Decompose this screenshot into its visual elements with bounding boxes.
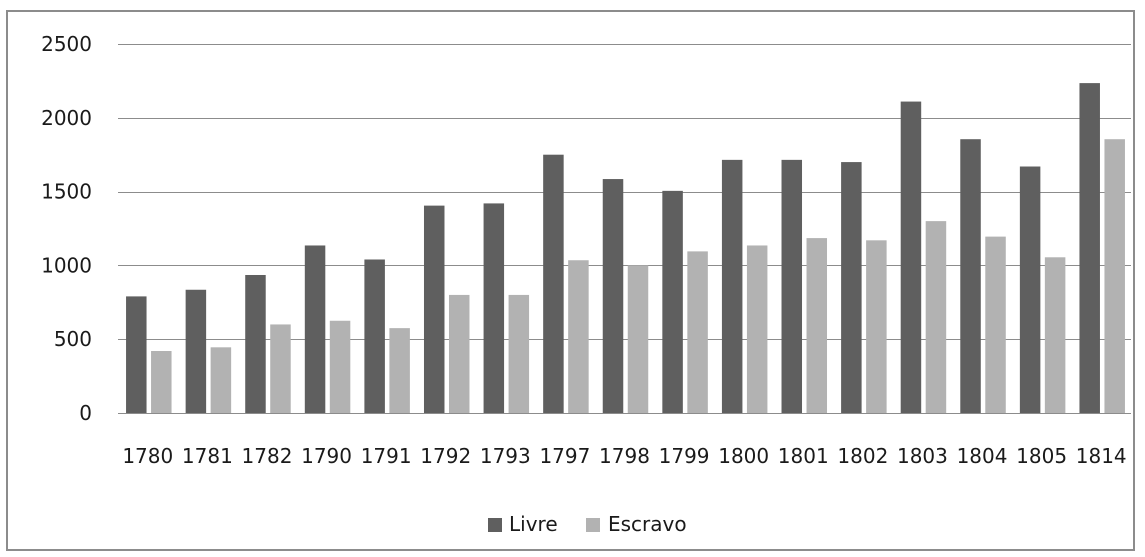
x-tick-label: 1804 — [957, 444, 1008, 468]
bar-escravo-1792 — [448, 294, 470, 413]
x-tick-label: 1805 — [1016, 444, 1067, 468]
bar-escravo-1797 — [568, 260, 589, 413]
x-tick-label: 1793 — [480, 444, 531, 468]
y-tick-label: 1000 — [41, 253, 92, 277]
bar-livre-1790 — [304, 245, 326, 413]
bar-livre-1805 — [1019, 166, 1041, 413]
bar-escravo-1799 — [687, 251, 708, 413]
bar-livre-1797 — [543, 154, 564, 413]
x-tick-label: 1781 — [182, 444, 233, 468]
bar-livre-1802 — [841, 162, 862, 413]
bar-escravo-1781 — [210, 347, 232, 413]
bar-livre-1814 — [1079, 83, 1100, 413]
x-tick-label: 1801 — [778, 444, 829, 468]
y-tick-label: 2500 — [41, 32, 92, 56]
bar-livre-1803 — [900, 101, 922, 414]
bar-livre-1800 — [721, 159, 743, 413]
bar-escravo-1800 — [746, 245, 768, 413]
y-tick-label: 500 — [54, 327, 92, 351]
bar-escravo-1798 — [627, 265, 649, 413]
y-tick-label: 1500 — [41, 180, 92, 204]
bar-escravo-1801 — [806, 238, 828, 413]
legend-label-livre: Livre — [509, 512, 558, 536]
bar-escravo-1790 — [329, 320, 351, 413]
x-tick-label: 1803 — [897, 444, 948, 468]
bar-escravo-1780 — [151, 351, 172, 413]
x-tick-label: 1782 — [242, 444, 293, 468]
bar-livre-1792 — [423, 205, 445, 413]
bar-escravo-1782 — [270, 324, 291, 413]
bar-escravo-1802 — [866, 240, 887, 413]
x-tick-label: 1799 — [659, 444, 710, 468]
x-tick-label: 1792 — [420, 444, 471, 468]
x-tick-label: 1800 — [718, 444, 769, 468]
x-tick-label: 1802 — [837, 444, 888, 468]
legend-swatch-escravo — [586, 518, 600, 532]
y-axis-ticks: 0 500 1000 1500 2000 2500 — [41, 32, 92, 425]
bar-livre-1791 — [364, 259, 385, 413]
x-tick-label: 1798 — [599, 444, 650, 468]
bars — [126, 83, 1125, 414]
bar-livre-1780 — [126, 296, 147, 413]
x-tick-label: 1791 — [361, 444, 412, 468]
bar-livre-1781 — [185, 289, 207, 413]
bar-escravo-1803 — [925, 221, 947, 413]
bar-livre-1798 — [602, 179, 624, 413]
bar-escravo-1814 — [1104, 139, 1125, 413]
bar-escravo-1804 — [985, 236, 1006, 413]
bar-escravo-1805 — [1044, 257, 1066, 413]
legend-label-escravo: Escravo — [608, 512, 687, 536]
bar-livre-1804 — [960, 139, 981, 413]
legend: Livre Escravo — [488, 512, 687, 536]
bar-livre-1801 — [781, 159, 803, 413]
bar-livre-1782 — [245, 274, 266, 413]
x-axis-ticks: 1780 1781 1782 1790 1791 1792 1793 1797 1798 1799… — [122, 444, 1126, 468]
x-tick-label: 1797 — [539, 444, 590, 468]
x-tick-label: 1780 — [122, 444, 173, 468]
y-tick-label: 2000 — [41, 106, 92, 130]
bar-livre-1799 — [662, 190, 683, 413]
bar-livre-1793 — [483, 203, 505, 413]
y-tick-label: 0 — [79, 401, 92, 425]
legend-swatch-livre — [488, 518, 502, 532]
bar-escravo-1791 — [389, 328, 410, 413]
x-tick-label: 1814 — [1076, 444, 1127, 468]
bar-escravo-1793 — [508, 294, 530, 413]
x-tick-label: 1790 — [301, 444, 352, 468]
